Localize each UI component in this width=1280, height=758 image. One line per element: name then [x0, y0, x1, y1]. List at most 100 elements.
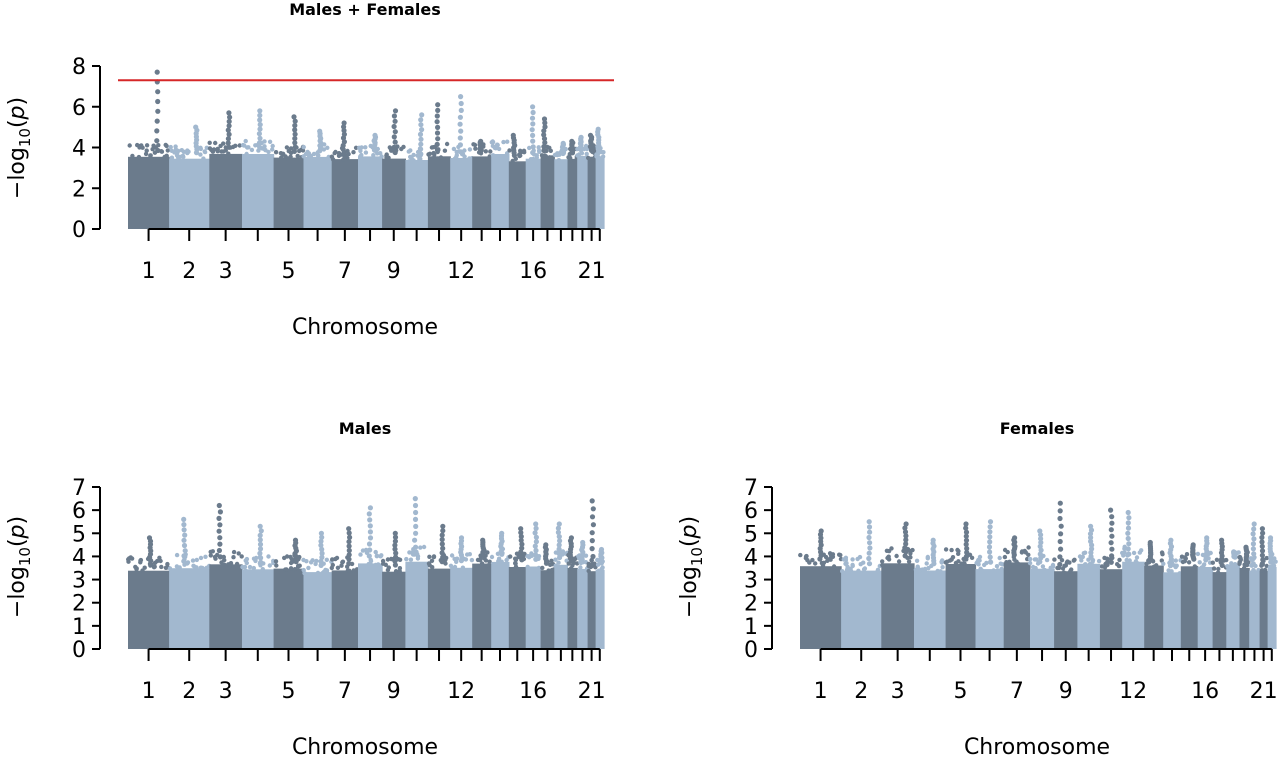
y-tick-label: 1 — [72, 615, 86, 640]
snp-point — [173, 147, 179, 152]
snp-point — [418, 545, 423, 550]
snp-point — [922, 568, 928, 573]
snp-point — [1192, 564, 1198, 569]
snp-point — [987, 534, 993, 540]
snp-point — [1058, 531, 1064, 537]
snp-point — [368, 558, 374, 564]
snp-point — [959, 561, 964, 566]
chromosome-13-peak-point — [478, 138, 484, 144]
x-tick-label: 5 — [282, 679, 296, 704]
snp-point — [236, 551, 241, 556]
snp-point — [273, 150, 279, 155]
chromosome-15-snp-block — [508, 567, 527, 649]
chromosome-22-snp-block — [1267, 566, 1277, 649]
snp-point — [457, 114, 463, 120]
snp-point — [1026, 545, 1031, 550]
snp-point — [291, 148, 297, 154]
snp-point — [367, 529, 373, 535]
snp-point — [556, 534, 562, 540]
snp-point — [1038, 555, 1044, 561]
snp-point — [1007, 559, 1012, 564]
snp-point — [556, 546, 562, 552]
snp-point — [201, 156, 206, 161]
snp-point — [325, 145, 330, 150]
chromosome-18-peak-point — [556, 521, 562, 527]
snp-point — [458, 149, 464, 155]
chromosome-15-peak-point — [518, 526, 524, 532]
chromosome-11-peak-point — [440, 523, 446, 529]
snp-point — [589, 538, 595, 544]
snp-point — [987, 529, 993, 535]
snp-point — [225, 140, 231, 146]
snp-point — [1210, 560, 1216, 565]
snp-point — [434, 147, 440, 153]
snp-point — [986, 544, 993, 550]
snp-point — [841, 557, 846, 562]
snp-point — [1057, 554, 1063, 560]
chromosome-21-peak-point — [589, 498, 595, 504]
snp-point — [542, 124, 548, 130]
chromosome-22-peak-point — [1267, 535, 1274, 541]
chromosome-3-snp-block — [881, 563, 915, 649]
snp-point — [1015, 561, 1021, 566]
snp-point — [1268, 564, 1274, 570]
chromosome-6-peak-point — [318, 530, 324, 536]
chromosome-20-snp-block — [577, 155, 589, 229]
chromosome-6-peak-point — [987, 519, 994, 525]
snp-point — [167, 566, 173, 571]
snp-point — [408, 154, 413, 160]
snp-point — [454, 149, 459, 155]
snp-point — [413, 509, 419, 516]
y-tick-label: 4 — [72, 545, 86, 570]
snp-point — [231, 555, 236, 560]
snp-point — [318, 558, 324, 565]
y-tick-label: 6 — [744, 499, 758, 524]
snp-point — [903, 537, 909, 543]
snp-point — [533, 547, 539, 554]
snp-point — [257, 144, 263, 150]
snp-point — [1260, 557, 1266, 563]
snp-point — [155, 89, 161, 95]
snp-point — [798, 552, 803, 558]
snp-point — [949, 547, 954, 553]
snp-point — [994, 564, 1000, 569]
chromosome-18-peak-point — [1231, 549, 1237, 555]
snp-point — [518, 537, 524, 543]
snp-point — [875, 567, 881, 572]
snp-point — [266, 554, 271, 559]
snp-point — [507, 148, 512, 153]
snp-point — [1042, 567, 1048, 573]
snp-point — [1259, 539, 1265, 545]
snp-point — [1057, 508, 1063, 514]
snp-point — [154, 138, 160, 144]
snp-point — [848, 567, 853, 573]
snp-point — [301, 144, 306, 150]
snp-point — [454, 153, 459, 158]
snp-point — [974, 560, 979, 566]
snp-point — [1037, 559, 1043, 565]
snp-point — [884, 548, 890, 553]
y-axis-title: −log10(p) — [5, 516, 34, 618]
snp-point — [505, 139, 510, 144]
snp-point — [541, 136, 548, 142]
snp-point — [165, 156, 170, 161]
snp-point — [530, 121, 536, 127]
snp-point — [519, 545, 525, 551]
snp-point — [1250, 546, 1256, 552]
snp-point — [330, 562, 335, 568]
snp-point — [963, 525, 969, 531]
snp-point — [182, 532, 188, 538]
snp-point — [844, 567, 850, 572]
snp-point — [987, 524, 993, 530]
snp-point — [458, 107, 464, 113]
chromosome-5-snp-block — [945, 564, 977, 649]
snp-point — [867, 540, 873, 546]
snp-point — [435, 124, 441, 130]
snp-point — [292, 127, 298, 133]
snp-point — [340, 146, 346, 152]
snp-point — [1127, 558, 1132, 563]
chromosome-14-snp-block — [1163, 572, 1182, 649]
y-tick-label: 0 — [744, 638, 758, 663]
snp-point — [984, 560, 989, 566]
